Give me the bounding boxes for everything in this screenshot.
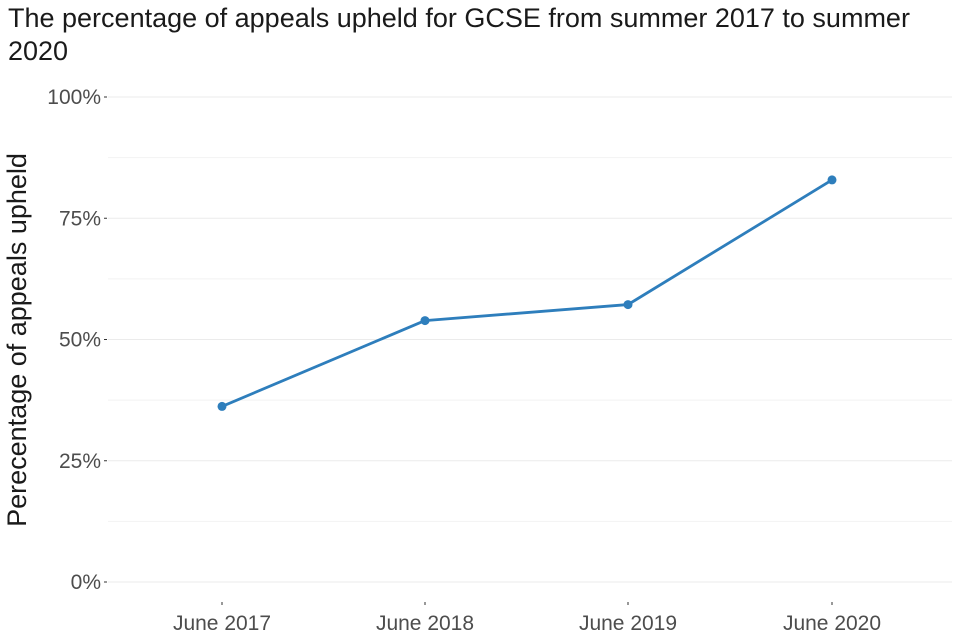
chart-title: The percentage of appeals upheld for GCS… — [8, 3, 910, 66]
y-tick-label: 50% — [59, 329, 101, 352]
data-point — [623, 300, 633, 310]
x-tick-label: June 2019 — [579, 612, 677, 635]
data-point — [217, 401, 227, 411]
data-series — [217, 175, 837, 411]
data-point — [827, 175, 837, 185]
y-axis-title: Perecentage of appeals upheld — [2, 153, 32, 527]
y-tick-label: 25% — [59, 450, 101, 473]
x-tick-label: June 2018 — [376, 612, 474, 635]
x-tick-label: June 2017 — [173, 612, 271, 635]
y-tick-label: 75% — [59, 207, 101, 230]
y-tick-label: 100% — [47, 86, 101, 109]
series-line — [220, 178, 834, 408]
x-tick-label: June 2020 — [783, 612, 881, 635]
y-axis: 0% 25% 50% 75% 100% — [47, 86, 107, 594]
x-axis: June 2017 June 2018 June 2019 June 2020 — [173, 602, 881, 635]
gridlines — [108, 96, 952, 583]
y-tick-label: 0% — [71, 571, 101, 594]
data-point — [420, 316, 430, 326]
